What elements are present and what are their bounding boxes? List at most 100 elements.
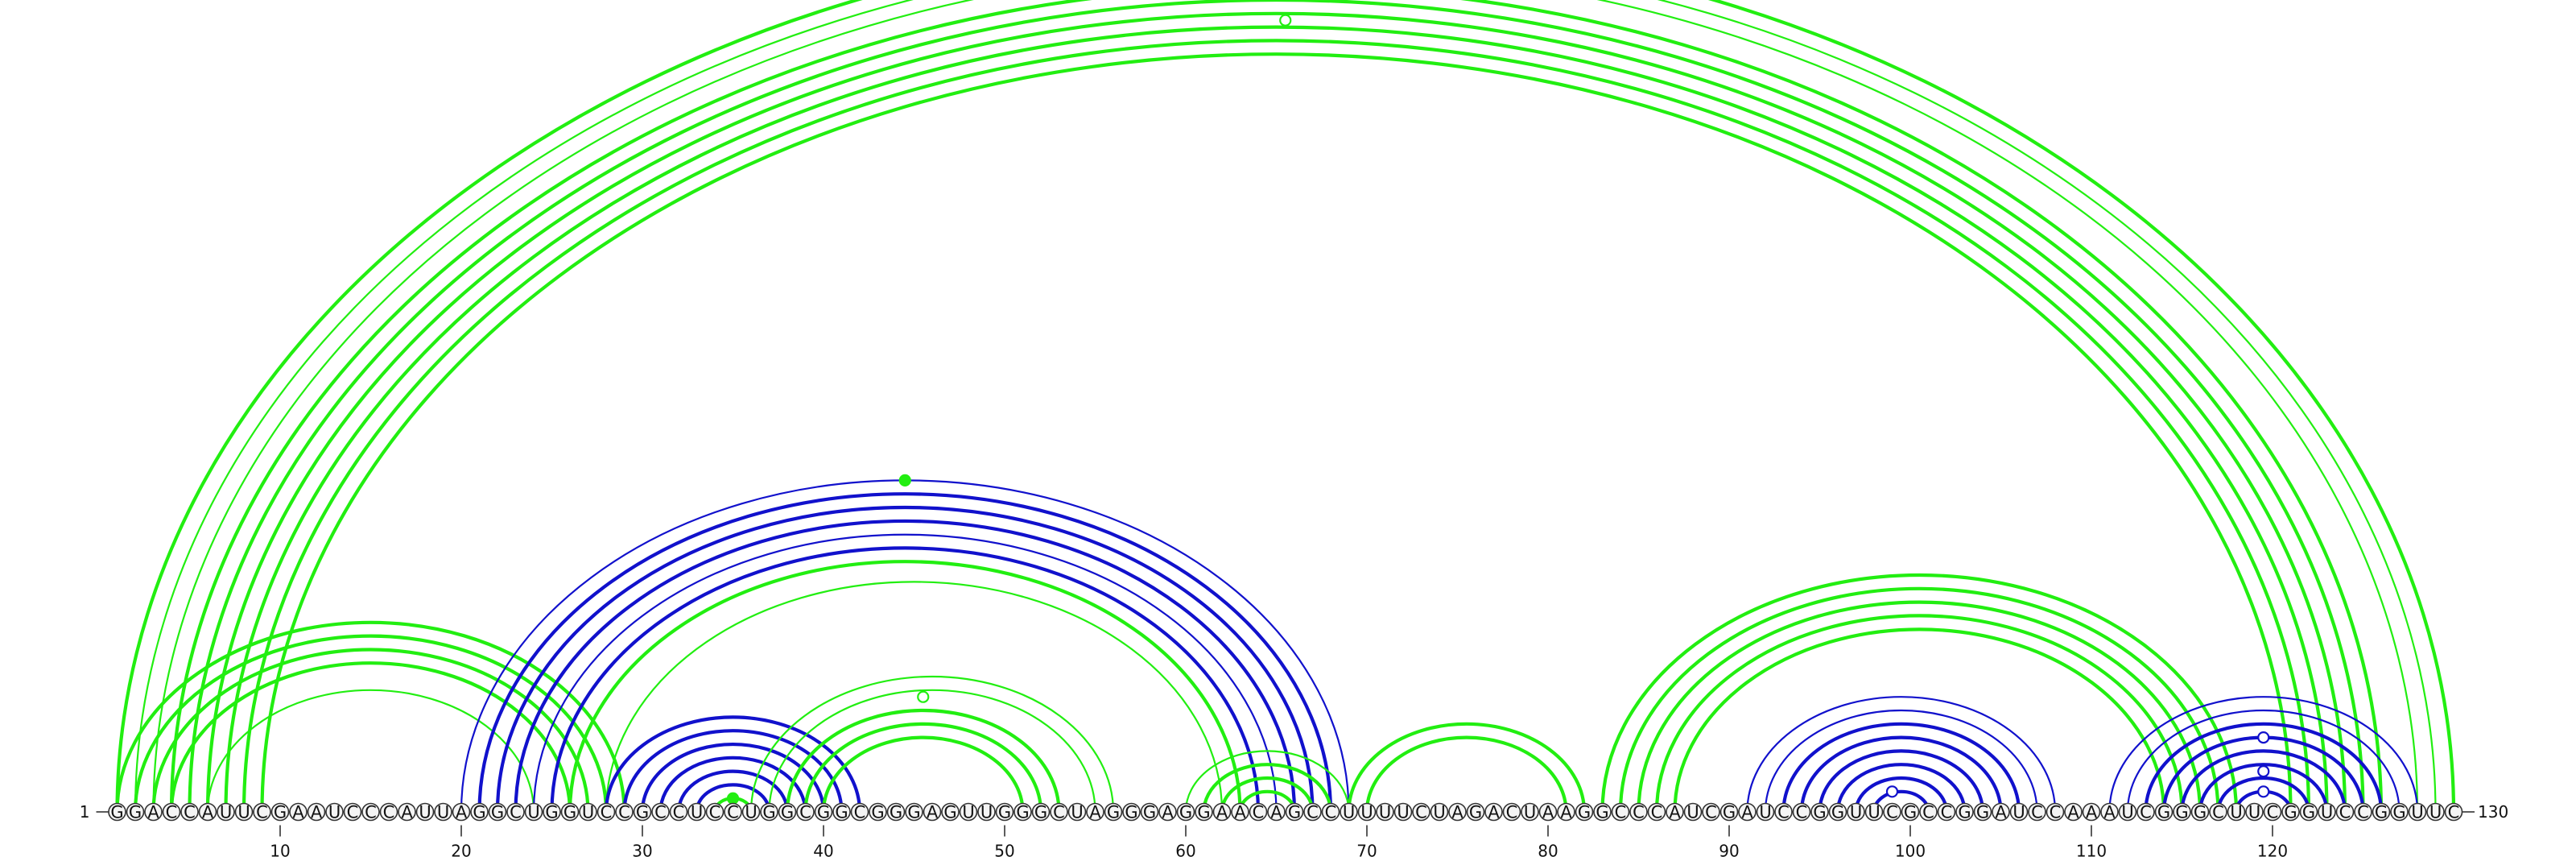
apex-markers-layer: [726, 14, 2270, 805]
base-letter: G: [1976, 803, 1989, 822]
base-63: A: [1231, 803, 1249, 822]
base-circle: [814, 802, 833, 822]
base-letter: U: [1868, 803, 1880, 822]
base-123: U: [2318, 803, 2336, 822]
base-letter: A: [1089, 803, 1101, 822]
pair-arc-29-41: [622, 729, 844, 813]
pair-arc-38-53: [785, 708, 1061, 813]
base-40: G: [814, 802, 833, 822]
base-letter: C: [383, 803, 395, 822]
base-circle: [1122, 802, 1141, 822]
base-99: C: [1883, 803, 1901, 822]
base-circle: [705, 802, 724, 822]
base-letter: A: [1995, 803, 2007, 822]
base-letter: U: [419, 803, 431, 822]
base-circle: [1575, 802, 1594, 822]
tick-label-120: 120: [2257, 842, 2288, 857]
base-letter: U: [2429, 803, 2442, 822]
base-55: A: [1086, 803, 1104, 822]
base-93: C: [1774, 803, 1793, 822]
base-letter: G: [491, 803, 504, 822]
base-circle: [995, 802, 1014, 822]
base-62: A: [1212, 803, 1232, 822]
base-circle: [1647, 802, 1666, 822]
tick-label-100: 100: [1895, 842, 1926, 857]
base-circle: [270, 802, 290, 822]
base-letter: G: [1179, 803, 1192, 822]
base-letter: C: [347, 803, 359, 822]
base-19: U: [434, 803, 452, 822]
apex-marker-1: [898, 474, 911, 487]
base-letter: G: [1016, 803, 1029, 822]
base-letter: U: [745, 803, 757, 822]
base-circle: [1448, 802, 1467, 822]
base-128: U: [2408, 803, 2427, 822]
base-letter: G: [473, 803, 485, 822]
base-circle: [144, 802, 163, 822]
base-letter: G: [1469, 803, 1482, 822]
base-circle: [615, 802, 634, 822]
base-letter: U: [2013, 803, 2025, 822]
pair-arc-69-82: [1347, 722, 1587, 813]
base-letter: G: [1904, 803, 1917, 822]
base-106: U: [2009, 803, 2029, 822]
base-circle: [850, 802, 869, 822]
pair-arc-2-28: [133, 634, 609, 813]
pair-arc-5-125: [188, 0, 2365, 813]
pair-arc-87-114: [1673, 627, 2166, 813]
base-letter: C: [1615, 803, 1627, 822]
base-letter: G: [129, 803, 142, 822]
base-letter: C: [727, 803, 739, 822]
base-56: G: [1104, 803, 1123, 822]
pair-arc-28-62: [605, 581, 1224, 813]
pair-arc-4-126: [169, 0, 2384, 813]
base-83: G: [1593, 803, 1612, 822]
base-circle: [1158, 802, 1177, 822]
base-letter: G: [1143, 803, 1156, 822]
base-circle: [1412, 802, 1430, 822]
base-letter: U: [220, 803, 232, 822]
base-circle: [1538, 802, 1558, 822]
tick-label-40: 40: [813, 842, 833, 857]
base-57: G: [1122, 802, 1141, 822]
tick-label-10: 10: [270, 842, 290, 857]
ticks-layer: 10 20 30 40 50 60 70 80 90 100 110 120: [270, 825, 2288, 857]
base-letter: C: [2031, 803, 2043, 822]
base-letter: C: [799, 803, 811, 822]
base-129: U: [2426, 803, 2445, 822]
base-circle: [941, 802, 960, 822]
base-37: G: [760, 803, 778, 822]
base-2: G: [126, 803, 145, 822]
base-circle: [180, 802, 199, 822]
base-letter: U: [437, 803, 449, 822]
base-circle: [2209, 802, 2227, 822]
base-78: C: [1502, 803, 1521, 822]
base-112: U: [2118, 803, 2137, 822]
base-16: C: [379, 803, 398, 822]
base-circle: [2227, 802, 2246, 822]
base-50: G: [995, 802, 1014, 822]
base-46: A: [923, 803, 942, 822]
base-letter: U: [2411, 803, 2423, 822]
base-circle: [1321, 802, 1340, 822]
base-110: A: [2082, 803, 2101, 822]
base-letter: C: [2339, 803, 2351, 822]
base-circle: [2064, 802, 2083, 822]
base-4: C: [162, 803, 181, 822]
base-circle: [2354, 802, 2372, 822]
base-circle: [741, 802, 761, 822]
base-98: U: [1864, 803, 1884, 822]
pair-arc-61-68: [1202, 763, 1333, 813]
base-circle: [1557, 802, 1575, 822]
base-letter: G: [2194, 803, 2207, 822]
pair-arc-37-55: [768, 689, 1096, 813]
base-circle: [687, 802, 706, 822]
arcs-layer: [115, 0, 2456, 813]
base-126: G: [2372, 803, 2391, 822]
pair-arc-95-104: [1818, 749, 1985, 813]
base-letter: G: [2375, 803, 2388, 822]
base-letter: G: [1107, 803, 1120, 822]
base-33: U: [687, 802, 706, 822]
base-letter: C: [1053, 803, 1065, 822]
